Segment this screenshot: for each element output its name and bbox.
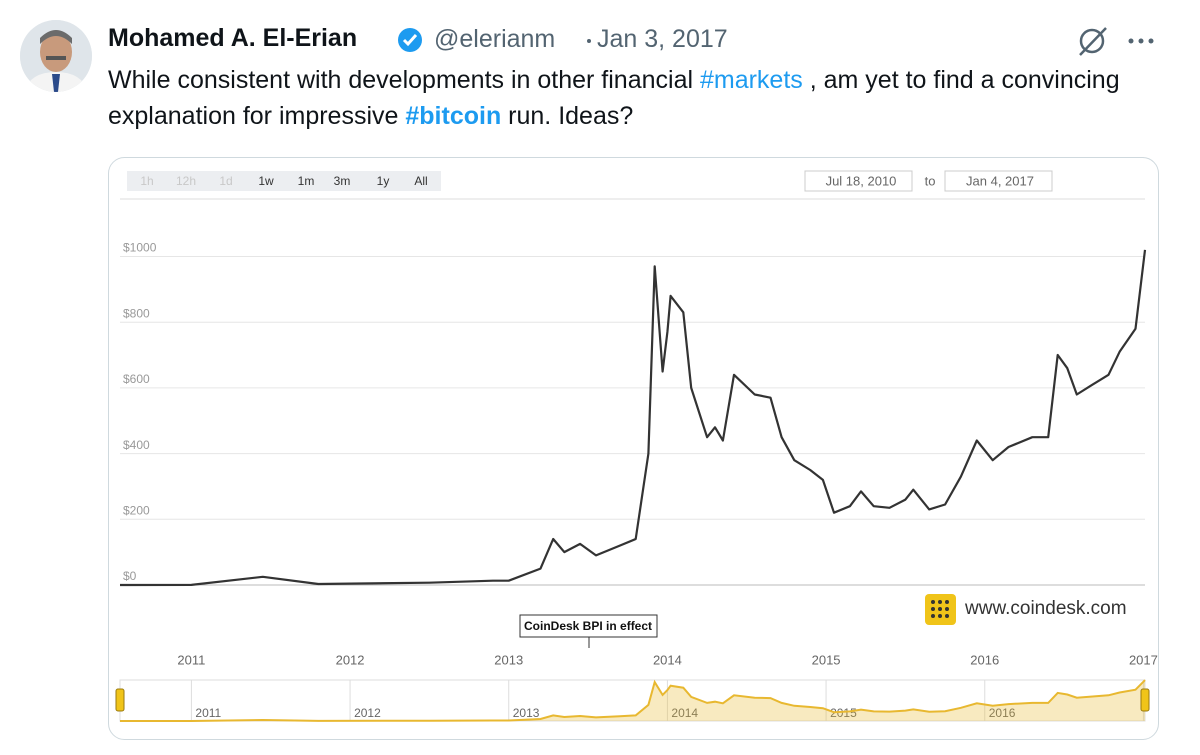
avatar[interactable] bbox=[20, 20, 92, 92]
range-button[interactable]: 1m bbox=[298, 174, 315, 188]
x-tick-label: 2012 bbox=[336, 652, 365, 667]
navigator-tick-label: 2015 bbox=[830, 706, 857, 720]
y-tick-label: $200 bbox=[123, 503, 150, 517]
x-tick-label: 2016 bbox=[970, 652, 999, 667]
x-tick-label: 2015 bbox=[812, 652, 841, 667]
text-segment: run. Ideas? bbox=[501, 102, 634, 130]
range-button[interactable]: All bbox=[414, 174, 427, 188]
hashtag[interactable]: #bitcoin bbox=[405, 102, 502, 130]
more-button[interactable] bbox=[1128, 38, 1154, 44]
y-tick-label: $600 bbox=[123, 372, 150, 386]
navigator-tick-label: 2012 bbox=[354, 706, 381, 720]
tweet-text: While consistent with developments in ot… bbox=[108, 62, 1158, 134]
date-to-box[interactable] bbox=[944, 170, 1053, 192]
navigator-tick-label: 2013 bbox=[513, 706, 540, 720]
date-to-label: to bbox=[925, 173, 936, 188]
date-from-box[interactable] bbox=[804, 170, 913, 192]
range-bar bbox=[127, 171, 441, 191]
x-tick-label: 2011 bbox=[177, 652, 205, 667]
range-button[interactable]: 1h bbox=[140, 174, 153, 188]
range-button[interactable]: 1w bbox=[258, 174, 274, 188]
date-from: Jul 18, 2010 bbox=[826, 173, 897, 188]
range-button[interactable]: 1y bbox=[377, 174, 390, 188]
x-tick-label: 2013 bbox=[494, 652, 523, 667]
navigator-tick-label: 2011 bbox=[195, 706, 221, 720]
author-handle[interactable]: @elerianm bbox=[434, 25, 556, 53]
watermark: www.coindesk.com bbox=[964, 598, 1127, 619]
range-button[interactable]: 1d bbox=[219, 174, 232, 188]
navigator-handle-right[interactable] bbox=[1140, 688, 1150, 712]
date-to: Jan 4, 2017 bbox=[966, 173, 1034, 188]
y-tick-label: $0 bbox=[123, 569, 137, 583]
text-segment: While consistent with developments in ot… bbox=[108, 66, 700, 94]
navigator-line bbox=[120, 679, 1146, 722]
y-tick-label: $1000 bbox=[123, 241, 157, 255]
verified-badge bbox=[398, 28, 422, 52]
annotation: CoinDesk BPI in effect bbox=[524, 619, 652, 633]
navigator-frame bbox=[119, 679, 1146, 722]
price-line bbox=[119, 249, 1147, 587]
navigator-tick-label: 2016 bbox=[989, 706, 1016, 720]
x-tick-label: 2014 bbox=[653, 652, 682, 667]
author-name[interactable]: Mohamed A. El-Erian bbox=[108, 24, 358, 52]
range-button[interactable]: 3m bbox=[334, 174, 351, 188]
separator-dot bbox=[587, 39, 591, 43]
navigator-tick-label: 2014 bbox=[671, 706, 698, 720]
media-frame[interactable] bbox=[108, 157, 1159, 740]
grok-icon[interactable] bbox=[1079, 27, 1107, 56]
x-tick-label: 2017 bbox=[1129, 652, 1158, 667]
tweet-date[interactable]: Jan 3, 2017 bbox=[597, 25, 728, 53]
range-button[interactable]: 12h bbox=[176, 174, 196, 188]
navigator-area bbox=[120, 680, 1145, 721]
y-tick-label: $800 bbox=[123, 306, 150, 320]
y-tick-label: $400 bbox=[123, 438, 150, 452]
text-segment: , am yet to find a convincing explanatio… bbox=[108, 66, 1120, 130]
navigator-handle-left[interactable] bbox=[115, 688, 125, 712]
hashtag[interactable]: #markets bbox=[699, 66, 803, 94]
coindesk-logo bbox=[925, 594, 956, 625]
